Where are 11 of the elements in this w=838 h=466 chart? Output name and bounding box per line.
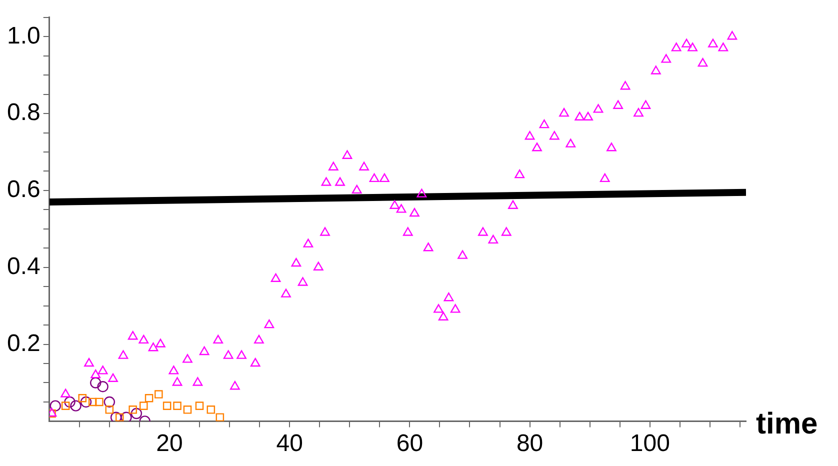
y-tick-label: 0.4 (6, 252, 40, 280)
y-tick-label: 1.0 (6, 22, 40, 50)
y-tick-label: 0.2 (6, 330, 40, 357)
x-tick-label: 60 (396, 430, 424, 458)
x-tick-label: 100 (630, 430, 670, 458)
x-tick-label: 20 (156, 430, 183, 458)
y-tick-label: 0.8 (6, 99, 40, 126)
x-tick-label: 80 (516, 430, 544, 458)
x-tick-label: 40 (276, 430, 303, 458)
x-axis-title: time (756, 407, 818, 440)
y-tick-label: 0.6 (6, 176, 40, 204)
